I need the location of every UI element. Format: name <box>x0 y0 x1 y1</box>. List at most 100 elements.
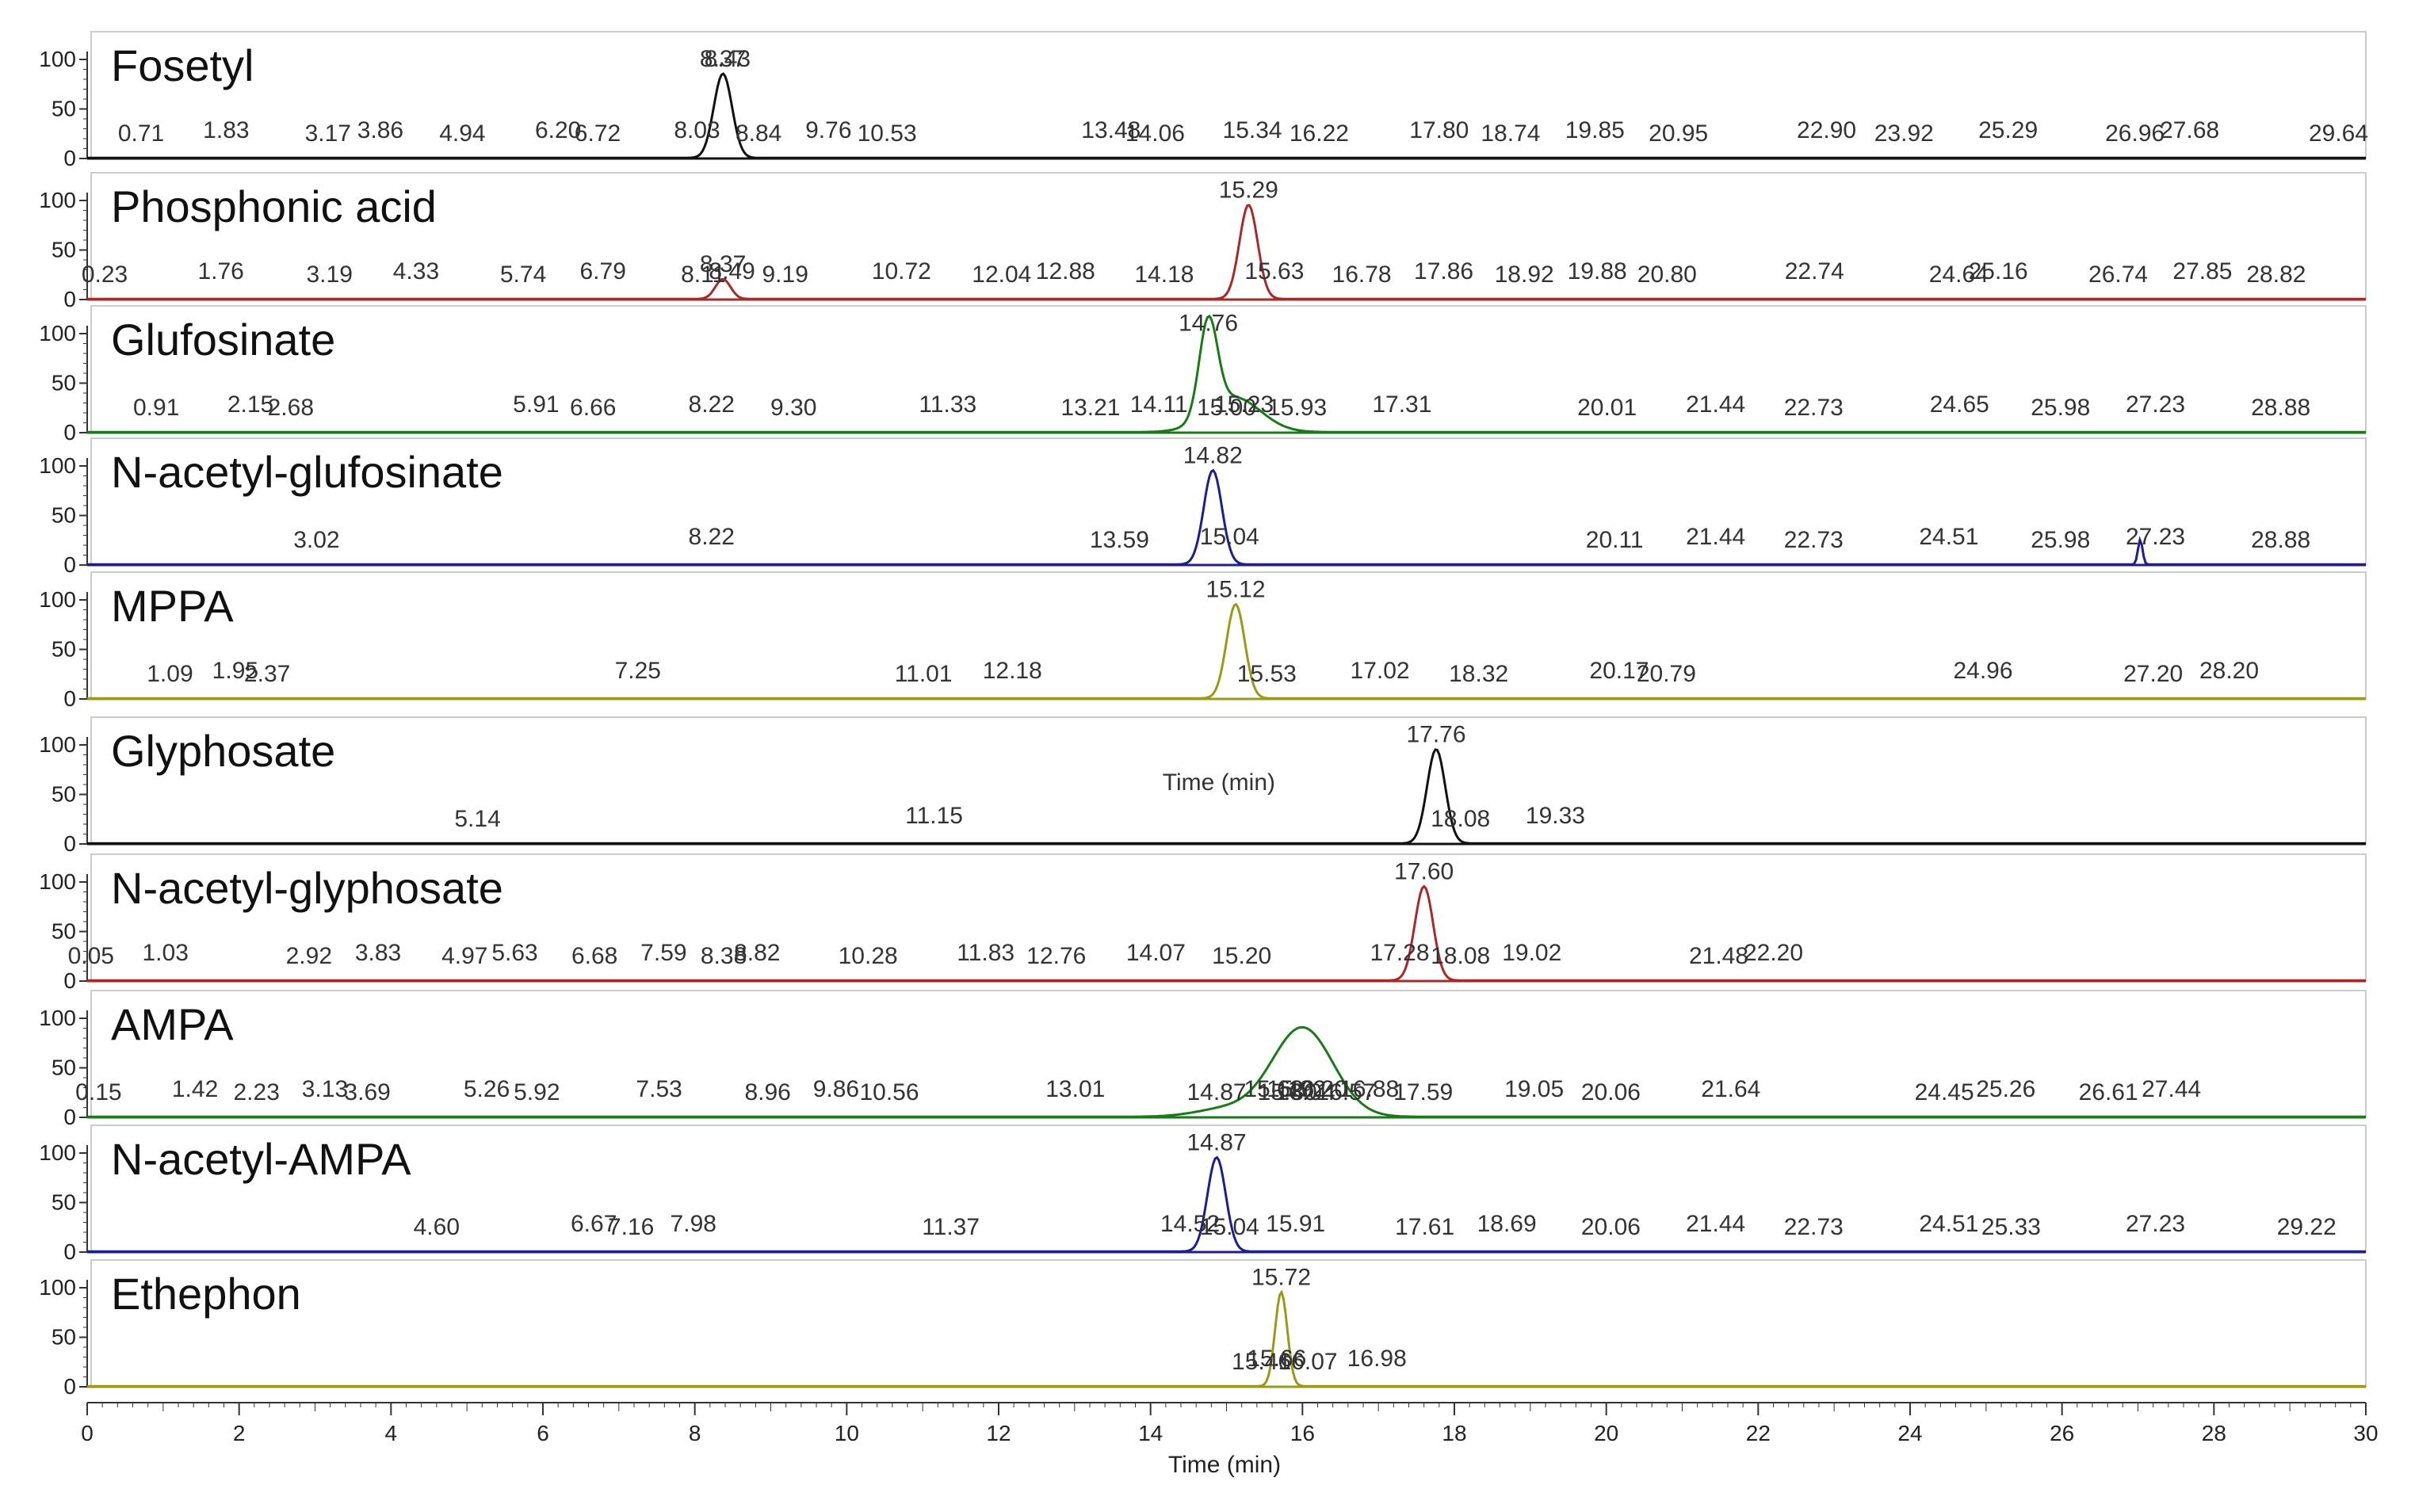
trace <box>87 1025 2366 1118</box>
y-tick-label: 0 <box>63 420 76 445</box>
rt-label: 10.53 <box>858 120 917 147</box>
x-tick-label: 8 <box>689 1421 701 1445</box>
rt-label: 17.31 <box>1372 391 1431 418</box>
trace <box>87 204 2366 300</box>
compound-name: N-acetyl-glufosinate <box>111 447 503 497</box>
y-tick-label: 0 <box>63 831 76 856</box>
panel-4: 0 50 100 N-acetyl-glufosinate 3.02 8.22 13.59 1… <box>39 437 2367 577</box>
peak-label: 15.72 <box>1251 1264 1311 1290</box>
rt-label: 3.19 <box>307 262 353 288</box>
rt-label: 8.11 <box>681 262 725 288</box>
trace <box>87 1155 2366 1253</box>
rt-label: 19.85 <box>1565 117 1625 143</box>
rt-label: 11.15 <box>905 803 963 829</box>
peak-label: 14.76 <box>1179 310 1238 336</box>
compound-name: MPPA <box>111 581 234 631</box>
rt-label: 18.08 <box>1431 943 1490 969</box>
rt-label: 8.38 <box>701 943 747 969</box>
rt-label: 4.60 <box>414 1214 460 1240</box>
rt-label: 5.91 <box>513 391 559 418</box>
trace <box>87 72 2366 159</box>
peak-label: 15.29 <box>1219 177 1278 203</box>
rt-label: 13.21 <box>1060 395 1120 421</box>
peak-label: 15.12 <box>1206 576 1265 602</box>
peak-label: 17.76 <box>1406 721 1465 747</box>
trace <box>87 602 2366 700</box>
rt-label: 28.88 <box>2251 395 2310 421</box>
rt-label: 27.23 <box>2126 1211 2185 1237</box>
rt-label: 21.44 <box>1686 1211 1745 1237</box>
rt-label: 28.82 <box>2246 262 2306 288</box>
x-tick-label: 10 <box>835 1421 859 1445</box>
x-tick-label: 2 <box>233 1421 246 1445</box>
panel-frame <box>90 1259 2367 1388</box>
rt-label: 10.28 <box>839 943 898 969</box>
rt-label: 24.45 <box>1915 1079 1974 1105</box>
x-tick-label: 6 <box>537 1421 549 1445</box>
rt-label: 19.02 <box>1502 940 1561 966</box>
rt-label: 24.51 <box>1919 524 1978 550</box>
rt-label: 25.98 <box>2031 527 2090 553</box>
rt-label: 15.04 <box>1200 1214 1259 1240</box>
rt-label: 25.29 <box>1978 117 2038 143</box>
y-tick-label: 50 <box>52 1056 76 1080</box>
rt-label: 18.74 <box>1481 120 1540 147</box>
rt-label: 29.64 <box>2309 120 2368 147</box>
compound-name: Fosetyl <box>111 40 254 90</box>
rt-label: 15.04 <box>1200 524 1259 550</box>
rt-label: 22.90 <box>1797 117 1856 143</box>
rt-label: 11.01 <box>895 661 953 687</box>
peak-label: 8.37 <box>700 46 746 72</box>
rt-label: 3.17 <box>305 120 351 147</box>
rt-label: 21.48 <box>1689 943 1748 969</box>
rt-label: 16.78 <box>1332 262 1392 288</box>
y-tick-label: 100 <box>39 869 76 894</box>
rt-label: 2.37 <box>244 661 290 687</box>
rt-label: 12.88 <box>1036 258 1095 284</box>
x-tick-label: 22 <box>1746 1421 1771 1445</box>
y-tick-label: 100 <box>39 732 76 757</box>
rt-label: 15.00 <box>1197 395 1256 421</box>
rt-label: 2.92 <box>286 943 332 969</box>
y-tick-label: 50 <box>52 371 76 395</box>
panel-5: 0 50 100 MPPA 1.09 1.952.37 7.25 11.01 12.18 15.5… <box>39 571 2367 711</box>
rt-label: 18.69 <box>1477 1211 1537 1237</box>
rt-label: 27.23 <box>2126 391 2185 418</box>
compound-name: AMPA <box>111 999 234 1049</box>
rt-label: 26.74 <box>2088 262 2148 288</box>
rt-label: 12.04 <box>972 262 1031 288</box>
rt-label: 20.06 <box>1581 1079 1641 1105</box>
x-tick-label: 30 <box>2353 1421 2378 1445</box>
y-tick-label: 0 <box>63 968 76 993</box>
compound-name: N-acetyl-glyphosate <box>111 863 503 913</box>
rt-label: 16.88 <box>1339 1076 1399 1102</box>
rt-label: 7.59 <box>640 940 686 966</box>
panel-6: 0 50 100 Glyphosate 5.14 11.15 18.08 19.33 17.76… <box>39 716 2367 856</box>
rt-label: 4.94 <box>439 120 485 147</box>
compound-name: N-acetyl-AMPA <box>111 1134 411 1184</box>
rt-label: 8.96 <box>744 1079 790 1105</box>
compound-name: Ethephon <box>111 1269 301 1319</box>
y-tick-label: 100 <box>39 47 76 71</box>
y-tick-label: 100 <box>39 188 76 212</box>
rt-label: 7.25 <box>615 658 661 684</box>
y-tick-label: 50 <box>52 97 76 121</box>
rt-label: 0.23 <box>82 262 128 288</box>
x-tick-label: 20 <box>1594 1421 1618 1445</box>
y-tick-label: 100 <box>39 453 76 478</box>
rt-label: 25.16 <box>1969 258 2028 284</box>
rt-label: 28.88 <box>2251 527 2310 553</box>
rt-label: 28.20 <box>2199 658 2259 684</box>
rt-label: 2.23 <box>234 1079 280 1105</box>
rt-label: 22.73 <box>1784 395 1844 421</box>
rt-label: 16.98 <box>1347 1346 1407 1372</box>
rt-label: 16.22 <box>1290 120 1349 147</box>
rt-label: 13.48 <box>1081 117 1141 143</box>
panel-2: 0 50 100 Phosphonic acid 0.23 1.76 3.19 4.33 5.7… <box>39 172 2367 311</box>
x-tick-label: 16 <box>1290 1421 1315 1445</box>
peak-label: 14.87 <box>1187 1129 1247 1155</box>
rt-label: 12.18 <box>983 658 1042 684</box>
rt-label: 26.96 <box>2105 120 2165 147</box>
x-tick-label: 0 <box>81 1421 94 1445</box>
